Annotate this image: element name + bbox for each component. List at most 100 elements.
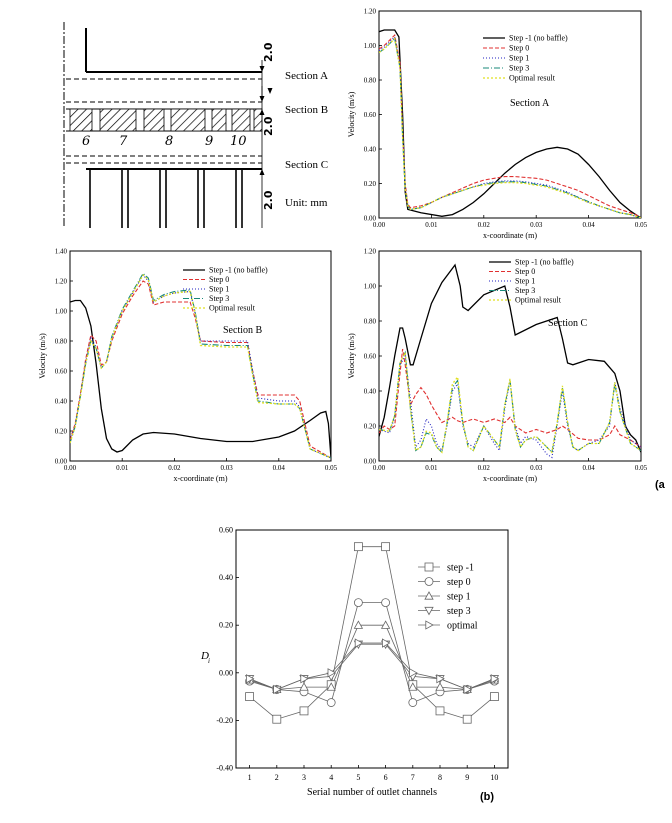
baffle-block <box>170 108 206 132</box>
y-tick-label: 1.20 <box>55 278 68 286</box>
baffle-label: 9 <box>205 134 213 149</box>
series-line <box>379 350 641 454</box>
plot-frame <box>235 529 509 769</box>
data-point-square <box>272 714 282 724</box>
data-point-triangle-right <box>425 620 434 630</box>
series-line <box>379 348 641 448</box>
x-tick-label: 0.04 <box>582 221 595 229</box>
legend-label: Step 1 <box>515 277 535 286</box>
y-tick-label: 1.20 <box>364 248 377 256</box>
legend-label: step 3 <box>447 606 471 617</box>
legend-label: Step 3 <box>209 294 229 303</box>
x-tick-label: 0.04 <box>273 464 286 472</box>
y-tick-label: 0.20 <box>364 423 377 431</box>
chart-section-b: 0.00 0.01 0.02 0.03 0.04 0.05 0.00 0.20 0.40 0.60… <box>38 248 338 484</box>
legend-label: Step 0 <box>509 44 529 53</box>
data-point-triangle-up <box>408 682 418 691</box>
series-line <box>249 642 495 690</box>
data-point-triangle-right <box>273 684 282 695</box>
chart-deviation: 1 2 3 4 5 6 7 8 9 10 -0.40 -0.20 0.00 0.20 0.40 0.60 Ser… <box>200 526 509 798</box>
series-line <box>379 33 641 218</box>
data-point-triangle-up <box>353 620 364 629</box>
y-tick-label: 0.40 <box>55 398 68 406</box>
x-tick-label: 1 <box>248 773 252 782</box>
data-point-circle <box>424 577 434 586</box>
figure-label-a: (a <box>655 479 666 491</box>
chart-section-a: 0.00 0.01 0.02 0.03 0.04 0.05 0.00 0.20 0.40 0.60… <box>347 8 648 241</box>
section-annotation: Section B <box>223 325 262 336</box>
y-tick-label: 0.60 <box>55 368 68 376</box>
legend-label: step 1 <box>447 592 471 603</box>
baffle-block <box>211 108 227 132</box>
x-tick-label: 0.00 <box>373 221 386 229</box>
data-point-triangle-right <box>327 668 337 678</box>
y-tick-label: 0.60 <box>364 353 377 361</box>
data-point-square <box>435 706 445 716</box>
x-tick-label: 0.03 <box>530 464 543 472</box>
y-axis-label: Velocity (m/s) <box>347 91 356 137</box>
y-tick-label: 0.20 <box>219 621 233 630</box>
y-tick-label: 0.20 <box>55 428 68 436</box>
x-tick-label: 5 <box>356 773 360 782</box>
y-tick-label: 0.00 <box>364 215 377 223</box>
figure-label-b: (b) <box>480 791 494 803</box>
y-tick-label: 0.80 <box>364 77 377 85</box>
y-tick-label: 0.80 <box>55 338 68 346</box>
outlet-channels <box>89 169 243 228</box>
baffle-label: 7 <box>119 134 128 149</box>
series-line <box>70 299 331 459</box>
legend-label: Step 3 <box>509 64 529 73</box>
x-tick-label: 10 <box>490 773 498 782</box>
data-point-square <box>245 692 255 701</box>
x-tick-label: 0.05 <box>635 464 648 472</box>
baffle-label: 8 <box>165 134 173 149</box>
y-tick-label: 0.40 <box>364 388 377 396</box>
y-tick-label: 0.40 <box>364 146 377 154</box>
y-axis-label: Velocity (m/s) <box>347 333 356 379</box>
section-b-label: Section B <box>285 104 328 116</box>
x-tick-label: 0.03 <box>530 221 543 229</box>
x-tick-label: 0.01 <box>116 464 129 472</box>
dimension-label: 2.0 <box>262 116 275 136</box>
y-tick-label: 1.00 <box>364 283 377 291</box>
data-point-triangle-down <box>424 606 434 616</box>
series-line <box>379 37 641 218</box>
dimension-label: 2.0 <box>262 42 275 62</box>
series-line <box>70 274 331 459</box>
legend-label: Step -1 (no baffle) <box>209 266 268 275</box>
series-line <box>249 643 495 690</box>
x-tick-label: 6 <box>384 773 388 782</box>
x-axis-label: x-coordinate (m) <box>483 231 537 240</box>
y-axis-label: Velocity (m/s) <box>38 333 47 379</box>
baffle-label: 10 <box>230 134 247 149</box>
dimension-arrow <box>259 169 265 175</box>
data-point-triangle-right <box>436 674 445 684</box>
section-c-label: Section C <box>285 159 328 171</box>
data-point-triangle-up <box>435 682 445 691</box>
series-line <box>249 624 495 690</box>
data-point-triangle-right <box>354 638 364 648</box>
series-line <box>70 273 331 459</box>
baffle-block <box>69 108 93 132</box>
legend-label: Optimal result <box>209 304 256 313</box>
y-tick-label: -0.20 <box>216 716 233 725</box>
plots-layer: 0.00 0.01 0.02 0.03 0.04 0.05 0.00 0.20 0.40 0.60… <box>38 8 648 799</box>
x-tick-label: 2 <box>275 773 279 782</box>
series-line <box>379 37 641 218</box>
data-point-circle <box>326 698 336 707</box>
x-tick-label: 0.02 <box>168 464 181 472</box>
data-point-triangle-right <box>409 668 418 678</box>
legend-label: optimal <box>447 621 478 632</box>
y-tick-label: -0.40 <box>216 764 233 773</box>
legend-label: Step -1 (no baffle) <box>515 258 574 267</box>
y-axis-label: D <box>200 650 209 662</box>
y-tick-label: 0.80 <box>364 318 377 326</box>
y-tick-label: 0.00 <box>55 458 68 466</box>
x-tick-label: 0.03 <box>220 464 233 472</box>
x-tick-label: 0.02 <box>478 221 491 229</box>
y-tick-label: 0.00 <box>364 458 377 466</box>
x-tick-label: 0.04 <box>582 464 595 472</box>
section-annotation: Section C <box>548 318 587 329</box>
baffle-block <box>143 108 165 132</box>
